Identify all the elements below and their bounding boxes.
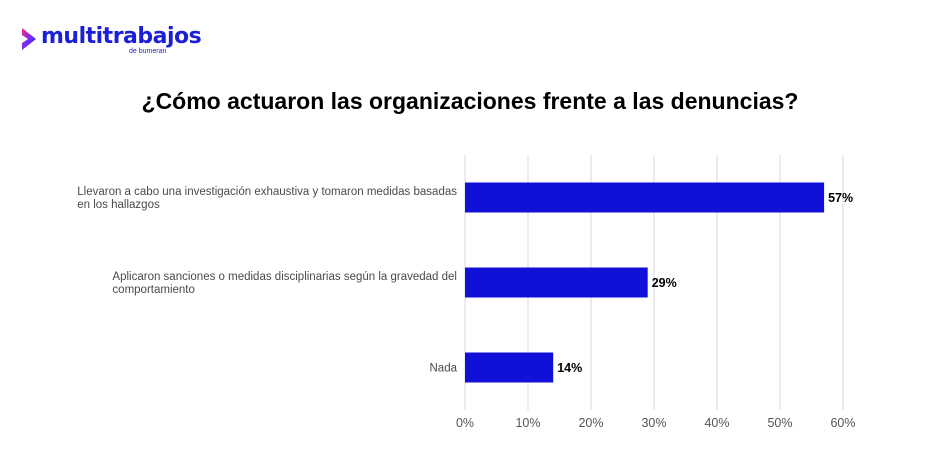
x-tick-label: 0% — [456, 416, 474, 430]
chart-title: ¿Cómo actuaron las organizaciones frente… — [141, 88, 799, 114]
x-tick-label: 20% — [578, 416, 603, 430]
category-label-line: en los hallazgos — [77, 199, 160, 211]
bar — [465, 182, 825, 213]
data-label: 29% — [652, 276, 677, 290]
brand-sub: de bumeran — [129, 48, 167, 55]
brand-name: multitrabajos — [41, 24, 202, 49]
x-tick-label: 10% — [515, 416, 540, 430]
category-label-line: Llevaron a cabo una investigación exhaus… — [77, 186, 457, 198]
data-label: 57% — [828, 191, 853, 205]
category-label-line: Nada — [430, 363, 458, 375]
x-tick-label: 50% — [767, 416, 792, 430]
bar — [465, 267, 648, 298]
category-label: Aplicaron sanciones o medidas disciplina… — [112, 271, 457, 296]
x-tick-label: 60% — [830, 416, 855, 430]
x-tick-label: 40% — [704, 416, 729, 430]
data-label: 14% — [557, 361, 582, 375]
chevron-logo-icon — [22, 28, 36, 50]
x-tick-label: 30% — [641, 416, 666, 430]
category-label: Llevaron a cabo una investigación exhaus… — [77, 186, 457, 211]
category-label-line: Aplicaron sanciones o medidas disciplina… — [112, 271, 457, 283]
category-label: Nada — [430, 363, 458, 375]
brand-logo: multitrabajos de bumeran — [20, 24, 220, 58]
category-label-line: comportamiento — [112, 284, 194, 296]
bar — [465, 352, 554, 383]
